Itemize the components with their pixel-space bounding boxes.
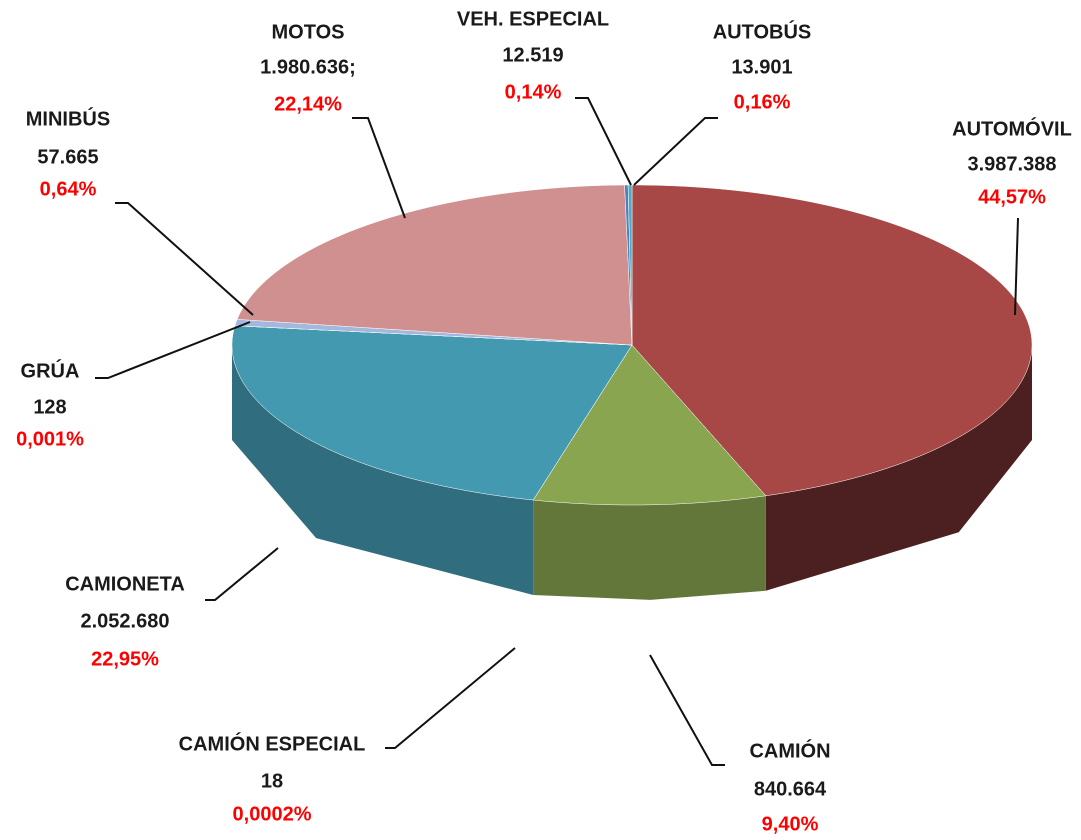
percent-label: 0,64% (40, 178, 97, 200)
slice-side (765, 345, 1032, 591)
category-label: AUTOMÓVIL (952, 116, 1072, 140)
leader-line (385, 647, 516, 749)
percent-label: 9,40% (762, 813, 819, 835)
percent-label: 0,16% (734, 91, 791, 113)
percent-label: 0,14% (505, 81, 562, 103)
category-label: AUTOBÚS (713, 19, 812, 43)
category-label: CAMIÓN (749, 738, 830, 762)
leader-line (633, 117, 718, 186)
value-label: 840.664 (754, 778, 827, 800)
value-label: 128 (33, 396, 66, 418)
category-label: MINIBÚS (26, 106, 110, 130)
category-label: VEH. ESPECIAL (457, 8, 609, 30)
value-label: 18 (261, 770, 283, 792)
value-label: 13.901 (731, 56, 792, 78)
value-label: 3.987.388 (968, 153, 1057, 175)
value-label: 57.665 (37, 146, 98, 168)
category-label: MOTOS (272, 21, 345, 43)
percent-label: 0,0002% (233, 803, 312, 825)
percent-label: 44,57% (978, 186, 1046, 208)
category-label: CAMIONETA (65, 573, 185, 595)
percent-label: 22,95% (91, 648, 159, 670)
category-label: GRÚA (21, 358, 80, 382)
slice-side (533, 495, 766, 600)
value-label: 1.980.636; (260, 56, 356, 78)
category-label: CAMIÓN ESPECIAL (179, 731, 366, 755)
percent-label: 0,001% (16, 428, 84, 450)
value-label: 12.519 (502, 44, 563, 66)
leader-line (352, 117, 406, 219)
percent-label: 22,14% (274, 93, 342, 115)
slice (231, 325, 633, 501)
leader-line (95, 321, 251, 379)
leader-line (115, 202, 254, 316)
slice (236, 184, 633, 346)
leader-line (575, 97, 632, 186)
leader-line (649, 654, 725, 766)
leader-line (205, 547, 279, 601)
slice (631, 184, 1033, 497)
value-label: 2.052.680 (81, 610, 170, 632)
slice (532, 344, 767, 506)
slice-side (232, 345, 534, 596)
leader-line (1014, 217, 1019, 316)
